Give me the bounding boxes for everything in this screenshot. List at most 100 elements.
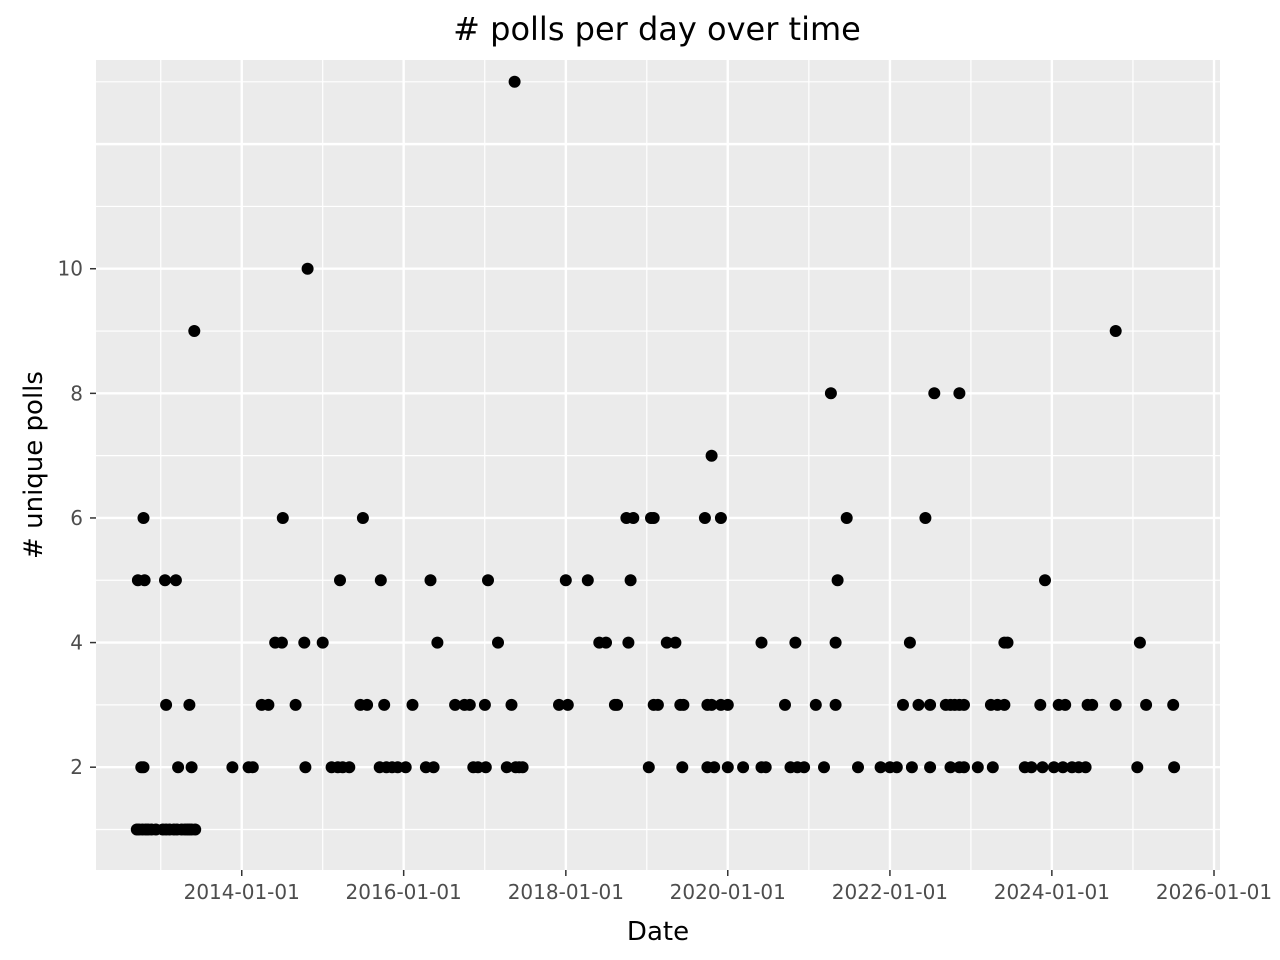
data-point: [1140, 698, 1153, 711]
data-point: [874, 761, 887, 774]
data-point: [478, 698, 491, 711]
data-point: [299, 761, 312, 774]
plot-panel: [96, 60, 1220, 870]
data-point: [1047, 761, 1060, 774]
data-point: [1001, 636, 1014, 649]
data-point: [759, 761, 772, 774]
data-point: [1079, 761, 1092, 774]
data-point: [188, 325, 201, 337]
data-point: [829, 698, 842, 711]
data-point: [378, 698, 391, 711]
data-point: [374, 574, 387, 587]
data-point: [924, 761, 937, 774]
data-point: [676, 761, 689, 774]
data-point: [721, 698, 734, 711]
x-tick-label: 2024-01-01: [994, 880, 1110, 904]
data-point: [172, 761, 185, 774]
data-point: [912, 698, 925, 711]
data-point: [185, 761, 198, 774]
data-point: [798, 761, 811, 774]
data-point: [705, 698, 718, 711]
data-point: [262, 698, 275, 711]
y-tick-label: 8: [70, 381, 83, 405]
y-tick-label: 2: [70, 755, 83, 779]
data-point: [1168, 761, 1181, 774]
data-point: [622, 636, 635, 649]
data-point: [903, 636, 916, 649]
data-points: [130, 75, 1181, 836]
data-point: [505, 698, 518, 711]
data-point: [356, 512, 369, 524]
data-point: [958, 698, 970, 711]
data-point: [677, 698, 690, 711]
data-point: [561, 698, 574, 711]
data-point: [852, 761, 864, 774]
chart-title: # polls per day over time: [453, 10, 861, 48]
y-axis-ticks: 2 4 6 8 10: [58, 257, 96, 779]
data-point: [831, 574, 844, 587]
data-point: [737, 761, 750, 774]
data-point: [953, 387, 966, 400]
data-point: [705, 449, 718, 462]
data-point: [492, 636, 504, 649]
x-tick-label: 2020-01-01: [670, 880, 786, 904]
data-point: [169, 574, 182, 587]
y-tick-label: 10: [58, 257, 83, 281]
data-point: [361, 698, 374, 711]
data-point: [1059, 698, 1072, 711]
data-point: [1056, 761, 1069, 774]
data-point: [482, 574, 494, 587]
data-point: [159, 574, 171, 587]
data-point: [1036, 761, 1049, 774]
data-point: [1109, 325, 1122, 337]
data-point: [500, 761, 513, 774]
data-point: [427, 761, 440, 774]
data-point: [669, 636, 682, 649]
data-point: [343, 761, 356, 774]
data-point: [698, 512, 711, 524]
data-point: [137, 512, 150, 524]
data-point: [660, 636, 673, 649]
data-point: [463, 698, 476, 711]
data-point: [424, 574, 437, 587]
data-point: [944, 761, 957, 774]
data-point: [301, 262, 314, 275]
data-point: [1131, 761, 1144, 774]
data-point: [890, 761, 903, 774]
data-point: [627, 512, 640, 524]
data-point: [840, 512, 853, 524]
data-point: [708, 761, 721, 774]
data-point: [1039, 574, 1051, 587]
data-point: [829, 636, 842, 649]
data-point: [276, 512, 289, 524]
data-point: [924, 698, 937, 711]
data-point: [334, 574, 346, 587]
y-tick-label: 6: [70, 506, 83, 530]
data-point: [137, 761, 150, 774]
data-point: [516, 761, 529, 774]
data-point: [755, 636, 768, 649]
data-point: [1109, 698, 1122, 711]
data-point: [508, 75, 521, 88]
data-point: [449, 698, 462, 711]
data-point: [1025, 761, 1038, 774]
data-point: [1167, 698, 1180, 711]
data-point: [479, 761, 492, 774]
data-point: [600, 636, 612, 649]
data-point: [138, 574, 151, 587]
data-point: [160, 698, 173, 711]
data-point: [1086, 698, 1099, 711]
data-point: [581, 574, 594, 587]
y-axis-title: # unique polls: [19, 371, 49, 559]
y-tick-label: 4: [70, 631, 83, 655]
data-point: [611, 698, 624, 711]
data-point: [431, 636, 444, 649]
data-point: [809, 698, 822, 711]
data-point: [824, 387, 837, 400]
data-point: [289, 698, 302, 711]
x-tick-label: 2018-01-01: [508, 880, 624, 904]
data-point: [399, 761, 412, 774]
data-point: [928, 387, 941, 400]
x-tick-label: 2016-01-01: [346, 880, 462, 904]
